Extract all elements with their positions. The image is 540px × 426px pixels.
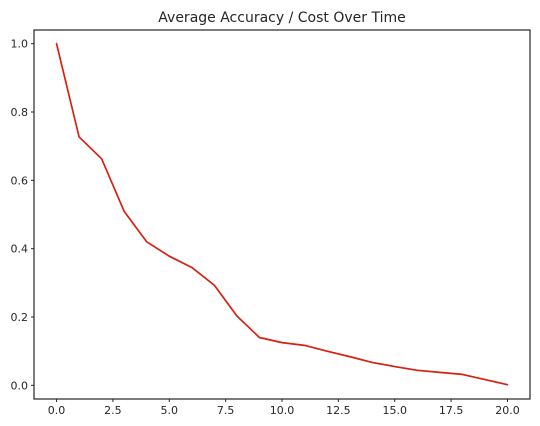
- y-tick-label: 0.6: [11, 174, 29, 187]
- series-line-0: [57, 44, 508, 385]
- x-tick-label: 17.5: [439, 404, 464, 417]
- x-tick-label: 15.0: [382, 404, 407, 417]
- y-tick-label: 0.8: [11, 106, 29, 119]
- x-tick-label: 20.0: [495, 404, 520, 417]
- x-tick-label: 2.5: [104, 404, 122, 417]
- plot-frame: [34, 30, 530, 399]
- x-tick-label: 0.0: [48, 404, 66, 417]
- x-axis: 0.0 2.5 5.0 7.5 10.0 12.5 15.0 17.5 20.0: [48, 399, 520, 417]
- y-tick-label: 0.4: [11, 243, 29, 256]
- y-tick-label: 0.0: [11, 379, 29, 392]
- y-tick-label: 1.0: [11, 38, 29, 51]
- x-tick-label: 5.0: [161, 404, 179, 417]
- x-tick-label: 10.0: [270, 404, 295, 417]
- y-tick-label: 0.2: [11, 311, 29, 324]
- chart-title: Average Accuracy / Cost Over Time: [158, 10, 405, 26]
- x-tick-label: 7.5: [217, 404, 235, 417]
- x-tick-label: 12.5: [326, 404, 351, 417]
- plot-area: [57, 44, 508, 385]
- y-axis: 0.0 0.2 0.4 0.6 0.8 1.0: [11, 38, 35, 393]
